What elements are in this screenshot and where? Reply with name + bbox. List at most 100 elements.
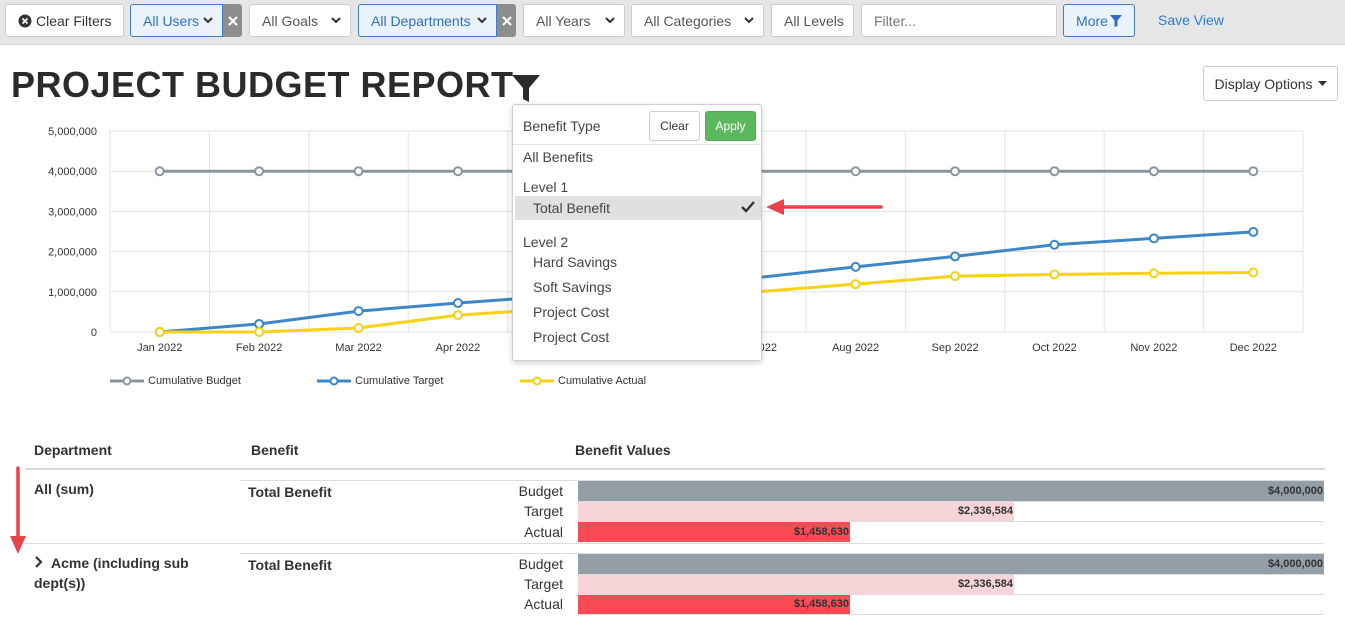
benefit-values-column-header[interactable]: Benefit Values	[575, 442, 671, 458]
y-tick-label: 0	[91, 327, 97, 339]
option-label: Total Benefit	[533, 200, 611, 216]
x-tick-label: Aug 2022	[832, 342, 879, 354]
data-point	[850, 279, 861, 290]
data-point	[1049, 269, 1060, 280]
times-circle-icon	[18, 14, 32, 27]
data-point	[452, 310, 463, 321]
option-label: Project Cost	[533, 329, 610, 345]
actual-value: $1,458,630	[793, 526, 849, 538]
data-point	[353, 166, 364, 177]
clear-button[interactable]: Clear	[649, 111, 700, 141]
target-bar: $2,336,584	[578, 574, 1014, 594]
data-point	[254, 327, 265, 337]
more-button[interactable]: More	[1063, 4, 1135, 37]
users-select[interactable]: All Users	[130, 4, 223, 37]
actual-bar: $1,458,630	[578, 594, 850, 614]
row-divider	[578, 614, 1324, 615]
x-tick-label: Jan 2022	[137, 342, 182, 354]
benefit-cell: Total Benefit	[248, 557, 332, 573]
option-total-benefit[interactable]: Total Benefit	[515, 196, 761, 220]
data-point	[950, 251, 961, 262]
department-column-header[interactable]: Department	[34, 442, 112, 458]
option-project-cost[interactable]: Project Cost	[513, 325, 761, 349]
budget-bar: $4,000,000	[578, 481, 1324, 501]
categories-select[interactable]: All Categories	[631, 4, 764, 37]
dropdown-title: Benefit Type	[523, 118, 601, 134]
option-hard-savings[interactable]: Hard Savings	[513, 250, 761, 274]
levels-select[interactable]: All Levels	[771, 4, 854, 37]
legend-cumulative-budget: Cumulative Budget	[110, 375, 241, 387]
caret-down-icon	[1317, 80, 1327, 86]
filter-input[interactable]	[861, 4, 1057, 37]
x-tick-label: Feb 2022	[236, 342, 282, 354]
row-divider	[578, 574, 1324, 575]
legend-label: Cumulative Budget	[148, 375, 241, 387]
x-tick-label: Apr 2022	[436, 342, 481, 354]
target-value: $2,336,584	[957, 578, 1013, 590]
data-point	[353, 306, 364, 317]
display-options-label: Display Options	[1214, 75, 1313, 92]
data-point	[452, 166, 463, 177]
y-tick-label: 2,000,000	[48, 247, 97, 259]
dropdown-header: Benefit Type Clear Apply	[513, 105, 761, 145]
legend-line-marker-icon	[520, 376, 554, 386]
display-options-button[interactable]: Display Options	[1203, 66, 1338, 101]
chevron-right-icon[interactable]	[34, 556, 44, 568]
legend-label: Cumulative Actual	[558, 375, 647, 387]
departments-select[interactable]: All Departments	[358, 4, 497, 37]
department-cell[interactable]: Acme (including sub dept(s))	[34, 555, 189, 591]
row-divider	[240, 553, 1324, 554]
chevron-down-icon	[744, 17, 754, 24]
y-tick-label: 5,000,000	[48, 126, 97, 138]
y-tick-label: 4,000,000	[48, 166, 97, 178]
target-value: $2,336,584	[957, 505, 1013, 517]
option-all-benefits[interactable]: All Benefits	[513, 145, 761, 169]
option-label: Hard Savings	[533, 254, 618, 270]
data-point	[254, 166, 265, 177]
row-divider	[240, 480, 1324, 481]
clear-users-button[interactable]	[223, 4, 242, 37]
save-view-link[interactable]: Save View	[1158, 12, 1224, 28]
apply-button[interactable]: Apply	[705, 111, 756, 141]
option-label: All Benefits	[523, 149, 594, 165]
users-select-label: All Users	[143, 12, 200, 29]
filter-icon[interactable]	[511, 74, 541, 104]
actual-label: Actual	[524, 596, 563, 612]
legend-line-marker-icon	[317, 376, 351, 386]
more-label: More	[1076, 12, 1108, 29]
clear-departments-button[interactable]	[497, 4, 516, 37]
option-soft-savings[interactable]: Soft Savings	[513, 275, 761, 299]
row-divider	[578, 501, 1324, 502]
years-select[interactable]: All Years	[523, 4, 625, 37]
actual-label: Actual	[524, 524, 563, 540]
data-point	[1248, 267, 1259, 278]
annotation-arrow-down-icon	[10, 466, 26, 554]
target-bar: $2,336,584	[578, 501, 1014, 521]
target-label: Target	[524, 503, 563, 519]
benefit-column-header[interactable]: Benefit	[251, 442, 299, 458]
data-point	[950, 271, 961, 282]
data-point	[950, 166, 961, 177]
page-title: PROJECT BUDGET REPORT	[11, 64, 514, 105]
chevron-down-icon	[477, 17, 487, 24]
filter-icon	[1109, 14, 1122, 27]
budget-bar: $4,000,000	[578, 554, 1324, 574]
departments-select-label: All Departments	[371, 12, 471, 29]
department-cell: All (sum)	[34, 481, 94, 497]
data-point	[154, 166, 165, 177]
clear-filters-button[interactable]: Clear Filters	[5, 4, 124, 37]
budget-label: Budget	[518, 556, 563, 572]
filter-toolbar: Clear Filters All Users All Goals All De…	[0, 0, 1345, 45]
checkmark-icon	[741, 201, 755, 213]
x-tick-label: Mar 2022	[335, 342, 381, 354]
data-point	[154, 327, 165, 337]
chevron-down-icon	[331, 17, 341, 24]
x-tick-label: Nov 2022	[1130, 342, 1177, 354]
option-project-cost[interactable]: Project Cost	[513, 300, 761, 324]
data-point	[1248, 226, 1259, 237]
legend-cumulative-target: Cumulative Target	[317, 375, 443, 387]
budget-value: $4,000,000	[1267, 485, 1323, 497]
goals-select[interactable]: All Goals	[249, 4, 351, 37]
levels-select-label: All Levels	[784, 12, 844, 29]
actual-bar: $1,458,630	[578, 522, 850, 542]
